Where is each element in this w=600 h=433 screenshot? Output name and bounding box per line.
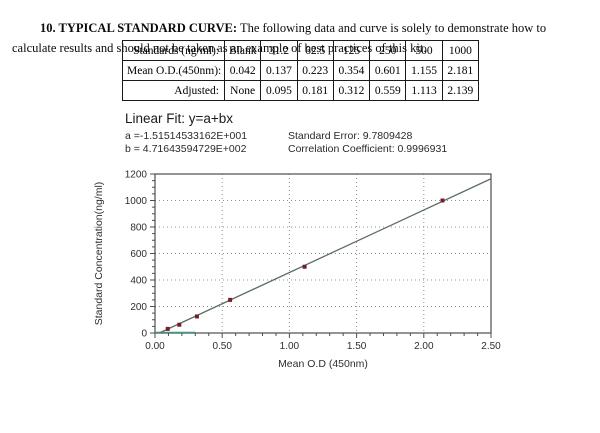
y-tick-label: 800	[130, 223, 147, 234]
fit-coefficient-b: b = 4.71643594729E+002	[125, 143, 247, 155]
table-row: Adjusted: None 0.095 0.181 0.312 0.559 1.113 2.…	[122, 80, 480, 101]
table-cell: 1.113	[405, 80, 443, 101]
y-tick-label: 1200	[125, 170, 148, 181]
x-tick-label: 0.50	[212, 341, 232, 352]
fit-line	[159, 178, 492, 334]
table-cell: 0.137	[260, 60, 298, 81]
data-point	[165, 326, 170, 331]
x-tick-label: 1.00	[280, 341, 300, 352]
table-row: Standards (ng/ml): Blank 31.2 62.5 125 250 500…	[122, 40, 480, 61]
table-row: Mean O.D.(450nm): 0.042 0.137 0.223 0.354 0.6…	[122, 60, 480, 81]
table-cell: 2.139	[441, 80, 480, 101]
section-heading-bold: 10. TYPICAL STANDARD CURVE:	[40, 20, 238, 35]
y-tick-label: 600	[130, 249, 147, 260]
y-tick-label: 1000	[125, 196, 148, 207]
standard-curve-chart: 0 200 400 600 800 1000 1200 0.00 0.50 1.00 1.50 2.0…	[85, 165, 515, 405]
table-cell: None	[223, 80, 262, 101]
y-axis-title: Standard Concentration(ng/ml)	[93, 182, 105, 326]
standards-table: Standards (ng/ml): Blank 31.2 62.5 125 250 500…	[122, 40, 480, 101]
table-row-label: Adjusted:	[122, 80, 225, 101]
fit-coefficient-a: a =-1.51514533162E+001	[125, 130, 248, 142]
table-cell: 0.312	[332, 80, 371, 101]
table-cell: 0.042	[223, 60, 262, 81]
x-tick-label: 1.50	[347, 341, 367, 352]
table-cell: 0.181	[296, 80, 334, 101]
x-axis-title: Mean O.D (450nm)	[278, 358, 368, 370]
table-cell: 0.601	[369, 60, 407, 81]
table-cell: 2.181	[441, 60, 480, 81]
table-cell: 0.354	[332, 60, 371, 81]
table-cell: Blank	[223, 40, 262, 61]
data-point	[302, 264, 307, 269]
table-cell: 125	[332, 40, 371, 61]
table-cell: 0.559	[369, 80, 407, 101]
x-tick-label: 0.00	[145, 341, 165, 352]
table-row-label: Mean O.D.(450nm):	[122, 60, 225, 81]
table-cell: 250	[369, 40, 407, 61]
table-cell: 0.223	[296, 60, 334, 81]
standards-table-body: Standards (ng/ml): Blank 31.2 62.5 125 250 500…	[122, 40, 480, 101]
y-tick-label: 400	[130, 276, 147, 287]
fit-standard-error: Standard Error: 9.7809428	[288, 130, 413, 142]
table-cell: 31.2	[260, 40, 298, 61]
linear-fit-title: Linear Fit: y=a+bx	[125, 111, 234, 126]
y-tick-label: 200	[130, 302, 147, 313]
data-point	[440, 198, 445, 203]
data-point	[194, 314, 199, 319]
table-row-label: Standards (ng/ml):	[122, 40, 225, 61]
standard-curve-plot: 0 200 400 600 800 1000 1200 0.00 0.50 1.00 1.50 2.0…	[93, 170, 501, 371]
data-point	[177, 322, 182, 327]
data-point	[228, 297, 233, 302]
table-cell: 0.095	[260, 80, 298, 101]
table-cell: 500	[405, 40, 443, 61]
table-cell: 62.5	[296, 40, 334, 61]
fit-correlation-coefficient: Correlation Coefficient: 0.9996931	[288, 143, 448, 155]
table-cell: 1000	[441, 40, 480, 61]
x-tick-label: 2.50	[481, 341, 501, 352]
y-tick-label: 0	[141, 329, 147, 340]
x-tick-label: 2.00	[414, 341, 434, 352]
table-cell: 1.155	[405, 60, 443, 81]
